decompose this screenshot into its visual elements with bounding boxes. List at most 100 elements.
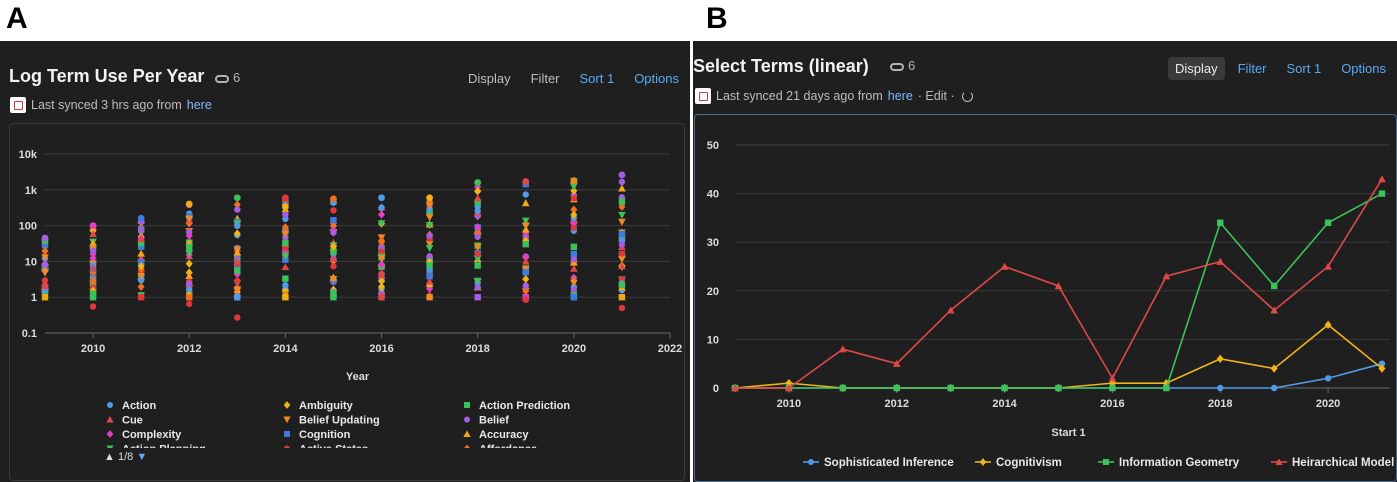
data-point — [185, 271, 194, 279]
pager-up-icon[interactable]: ▲ — [104, 451, 115, 463]
data-point — [1324, 375, 1332, 382]
link-icon — [215, 74, 229, 83]
data-point — [378, 248, 385, 256]
data-point — [1270, 282, 1278, 290]
data-point — [282, 282, 289, 289]
data-point — [329, 275, 338, 283]
legend-label: Complexity — [122, 429, 182, 441]
pager-down-icon[interactable]: ▼ — [136, 451, 148, 463]
data-point — [330, 229, 337, 236]
data-point — [378, 194, 385, 202]
data-point — [570, 279, 578, 287]
filter-button[interactable]: Filter — [1237, 61, 1267, 76]
y-tick-label: 20 — [707, 286, 719, 298]
panel-b: Select Terms (linear) 6 Display Filter S… — [693, 41, 1397, 482]
data-point — [89, 277, 97, 286]
sync-source-link[interactable]: here — [887, 89, 913, 103]
y-tick-label: 10k — [19, 149, 38, 161]
data-point — [41, 241, 49, 249]
data-point — [185, 259, 193, 268]
data-point — [618, 211, 626, 219]
data-point — [570, 256, 578, 263]
synced-doc-icon — [695, 88, 711, 104]
data-point — [234, 294, 241, 301]
data-point — [618, 230, 626, 238]
data-point — [137, 235, 145, 243]
data-point — [330, 290, 337, 297]
filter-button[interactable]: Filter — [530, 71, 560, 86]
data-point — [1055, 384, 1062, 392]
data-point — [618, 255, 626, 263]
edit-link[interactable]: · Edit · — [917, 89, 955, 103]
data-point — [1270, 364, 1278, 373]
data-point — [281, 230, 290, 238]
data-point — [330, 294, 337, 301]
data-point — [185, 238, 194, 246]
y-tick-label: 10 — [707, 334, 719, 346]
panel-a-link-count[interactable]: 6 — [215, 70, 240, 85]
display-button[interactable]: Display — [467, 71, 511, 86]
data-point — [522, 286, 530, 296]
line-chart: 0 10 20 30 40 50 2010 2012 2014 2016 2018 2020 Start… — [707, 140, 1395, 469]
data-point — [1001, 384, 1008, 392]
data-point — [41, 282, 49, 290]
data-point — [618, 184, 626, 192]
data-point — [137, 214, 145, 222]
data-point — [89, 230, 97, 238]
data-point — [474, 223, 482, 232]
data-point — [186, 280, 193, 287]
data-point — [425, 221, 434, 230]
data-point — [425, 240, 434, 248]
sync-text: Last synced 3 hrs ago from — [31, 98, 182, 112]
data-point — [377, 255, 386, 263]
data-point — [618, 178, 626, 186]
data-point — [474, 262, 481, 269]
data-point — [522, 252, 530, 262]
data-point — [185, 250, 194, 258]
data-point — [425, 277, 434, 285]
sync-source-link[interactable]: here — [186, 98, 212, 112]
data-point — [378, 238, 386, 247]
data-point — [522, 274, 530, 284]
sync-text: Last synced 21 days ago from — [716, 89, 883, 103]
data-point — [474, 186, 482, 196]
x-tick-label: 2010 — [81, 343, 105, 355]
data-point — [1324, 262, 1332, 270]
chart-a-container: 0.1 1 10 100 1k 10k 2010 2012 2014 2016 2018 2020 20… — [9, 123, 685, 481]
data-point — [1163, 384, 1170, 392]
data-point — [426, 273, 433, 280]
y-tick-label: 40 — [707, 189, 719, 201]
data-point — [186, 300, 193, 308]
data-point — [618, 304, 626, 312]
legend-label: Cognitivism — [996, 457, 1062, 469]
refresh-icon[interactable] — [961, 90, 973, 102]
panel-letter-a: A — [6, 2, 28, 35]
log-scatter-chart: 0.1 1 10 100 1k 10k 2010 2012 2014 2016 2018 2020 20… — [19, 149, 682, 456]
legend-label: Accuracy — [479, 429, 529, 441]
data-point — [282, 275, 289, 282]
options-button[interactable]: Options — [634, 71, 679, 86]
sort-button[interactable]: Sort 1 — [579, 71, 615, 86]
data-point — [618, 250, 626, 257]
display-button[interactable]: Display — [1167, 57, 1225, 80]
data-point — [473, 243, 482, 251]
data-point — [570, 195, 578, 202]
legend-label: Affordance — [479, 444, 537, 456]
data-point — [329, 255, 338, 263]
x-tick-label: 2020 — [562, 343, 586, 355]
legend-label: Belief Updating — [299, 415, 380, 427]
legend-label: Cue — [122, 415, 143, 427]
data-point — [378, 204, 385, 211]
panel-b-link-count[interactable]: 6 — [890, 58, 915, 73]
data-point — [1217, 384, 1224, 392]
legend-marker — [464, 444, 470, 448]
data-point — [1270, 384, 1278, 392]
sort-button[interactable]: Sort 1 — [1286, 61, 1322, 76]
options-button[interactable]: Options — [1341, 61, 1386, 76]
data-point — [233, 270, 241, 279]
data-point — [425, 202, 434, 210]
link-count: 6 — [233, 70, 241, 85]
data-point — [378, 243, 385, 250]
data-point — [186, 286, 193, 293]
legend-marker — [464, 416, 470, 423]
